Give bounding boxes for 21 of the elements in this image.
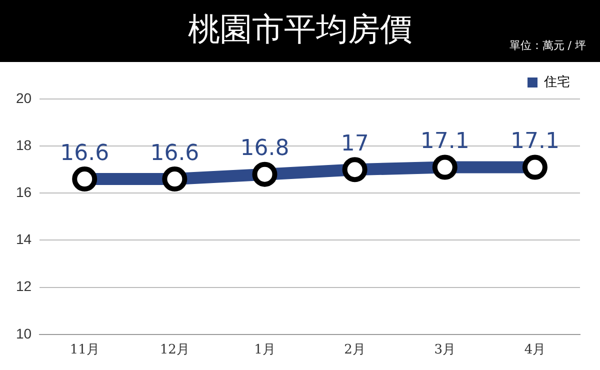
data-label: 16.6 bbox=[150, 140, 200, 166]
data-label: 16.8 bbox=[240, 136, 290, 162]
data-label: 17.1 bbox=[420, 128, 470, 154]
y-tick-label: 18 bbox=[16, 136, 32, 153]
chart-title: 桃園市平均房價 bbox=[188, 10, 412, 48]
x-tick-label: 11月 bbox=[70, 342, 100, 358]
data-label: 17.1 bbox=[510, 128, 560, 154]
y-tick-label: 16 bbox=[16, 184, 32, 200]
chart-subtitle: 單位：萬元 / 坪 bbox=[509, 38, 586, 53]
y-tick-label: 10 bbox=[16, 325, 32, 342]
x-tick-label: 4月 bbox=[524, 342, 546, 358]
y-tick-label: 20 bbox=[16, 90, 32, 106]
legend-label: 住宅 bbox=[543, 74, 570, 90]
data-label: 16.6 bbox=[60, 140, 110, 166]
y-tick-label: 12 bbox=[16, 278, 32, 294]
x-tick-label: 12月 bbox=[160, 342, 190, 358]
data-label: 17 bbox=[340, 131, 369, 156]
y-tick-label: 14 bbox=[16, 231, 32, 248]
x-tick-label: 1月 bbox=[254, 342, 276, 358]
x-tick-label: 2月 bbox=[344, 342, 366, 358]
x-tick-label: 3月 bbox=[434, 342, 456, 358]
